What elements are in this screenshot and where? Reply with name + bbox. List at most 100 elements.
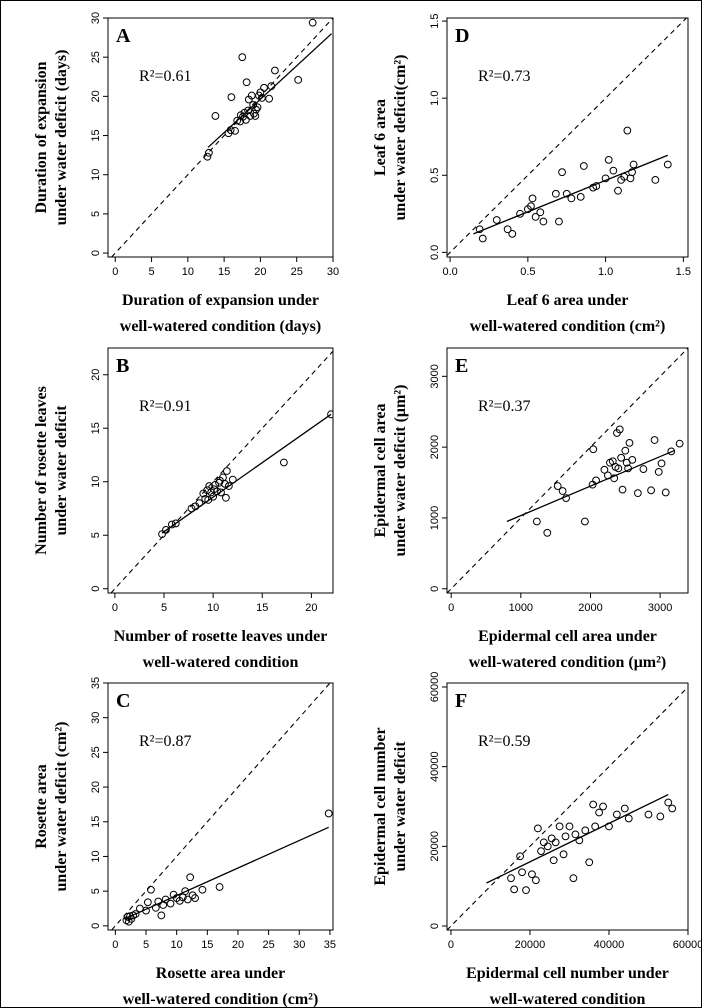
x-tick-label: 30	[327, 266, 339, 278]
data-point	[508, 229, 517, 238]
data-point	[639, 465, 648, 473]
x-tick-label: 10	[207, 602, 219, 614]
data-point	[478, 234, 487, 243]
data-point	[238, 53, 247, 62]
data-point	[221, 479, 229, 488]
x-tick-label: 20	[254, 266, 266, 278]
data-point	[551, 838, 560, 847]
data-point	[191, 894, 199, 902]
plot-area	[111, 683, 333, 930]
x-axis-title-line: well-watered condition	[143, 654, 299, 671]
x-axis-title-line: Epidermal cell area under	[478, 628, 657, 645]
data-point	[279, 458, 288, 467]
data-point	[589, 445, 598, 454]
data-point	[209, 492, 218, 501]
y-axis-title-line: under water deficit(cm²)	[392, 55, 409, 221]
data-point	[522, 886, 530, 895]
data-point	[228, 475, 237, 484]
data-point	[595, 808, 604, 817]
data-point	[166, 899, 175, 908]
y-axis-title-line: under water deficit (μm²)	[392, 385, 409, 557]
x-axis-title-line: well-watered condition (μm²)	[469, 654, 667, 671]
data-point	[531, 876, 540, 885]
y-tick-label: 5	[90, 888, 102, 894]
data-point	[661, 488, 670, 497]
data-point	[249, 109, 258, 118]
data-point	[599, 802, 607, 811]
data-point	[589, 800, 598, 809]
data-point	[610, 474, 619, 483]
y-tick-label: 0	[90, 250, 102, 256]
data-point	[203, 152, 212, 161]
x-tick-label: 15	[218, 266, 230, 278]
plot-frame	[107, 682, 334, 931]
data-point	[528, 870, 536, 879]
y-tick-label: 20000	[429, 831, 441, 862]
data-point	[131, 910, 140, 918]
x-axis-title-line: well-watered condition (cm²)	[470, 318, 666, 335]
data-point	[253, 103, 262, 112]
data-point	[231, 126, 239, 135]
data-point	[257, 94, 266, 102]
data-point	[633, 489, 642, 498]
data-point	[267, 82, 276, 91]
x-axis-title-line: Rosette area under	[156, 965, 285, 982]
data-point	[147, 885, 155, 894]
x-tick-label: 0	[112, 602, 118, 614]
data-point	[628, 455, 637, 464]
data-point	[667, 447, 676, 456]
data-point	[551, 189, 560, 198]
data-point	[543, 528, 552, 537]
data-point	[561, 832, 570, 841]
panel-letter: F	[455, 690, 467, 712]
data-point	[226, 126, 235, 134]
data-point	[547, 834, 556, 843]
plot-frame	[107, 17, 334, 258]
data-point	[600, 465, 609, 474]
data-point	[663, 160, 672, 169]
r-squared-label: R²=0.91	[139, 398, 192, 415]
x-tick-label: 35	[324, 939, 336, 951]
data-point	[605, 822, 613, 831]
data-point	[308, 18, 317, 27]
data-point	[537, 847, 545, 856]
data-point	[664, 798, 673, 807]
data-point	[507, 874, 515, 883]
plot-area	[447, 348, 688, 593]
plot-area	[111, 18, 333, 257]
data-point	[186, 873, 195, 882]
data-point	[124, 917, 133, 926]
x-tick-label: 0.0	[442, 266, 457, 278]
data-point	[549, 856, 558, 865]
y-axis-title-line: Rosette area	[33, 764, 50, 849]
x-tick-label: 1.0	[598, 266, 613, 278]
x-tick-label: 1.5	[676, 266, 691, 278]
y-tick-label: 1.5	[429, 13, 441, 28]
x-tick-label: 20	[305, 602, 317, 614]
x-axis-title-line: well-watered condition (cm²)	[123, 991, 319, 1008]
y-axis-title-line: under water deficit (days)	[53, 50, 70, 226]
plot-frame	[446, 682, 689, 931]
data-point	[516, 209, 524, 218]
panel-c: 0 5 10 15 20 25 30 35 0 5 10 15 20 25 30 35 C R²=0.87 Rose…	[33, 677, 336, 1008]
x-tick-label: 2000	[578, 602, 602, 614]
y-tick-label: 25	[90, 746, 102, 758]
y-tick-label: 15	[90, 422, 102, 434]
x-tick-label: 40000	[594, 939, 625, 951]
data-point	[656, 812, 665, 821]
y-axis-title-line: under water deficit	[392, 741, 409, 872]
data-point	[543, 842, 552, 851]
y-tick-label: 40000	[429, 751, 441, 782]
data-point	[533, 824, 542, 833]
panel-letter: D	[455, 25, 469, 47]
x-tick-label: 30	[293, 939, 305, 951]
data-point	[167, 520, 176, 529]
r-squared-label: R²=0.87	[139, 733, 192, 750]
reference-line	[111, 18, 333, 257]
x-tick-label: 0	[112, 266, 118, 278]
r-squared-label: R²=0.73	[478, 68, 531, 85]
data-point	[204, 148, 213, 157]
data-point	[265, 94, 274, 103]
y-tick-label: 5	[90, 532, 102, 538]
data-point	[581, 826, 590, 835]
